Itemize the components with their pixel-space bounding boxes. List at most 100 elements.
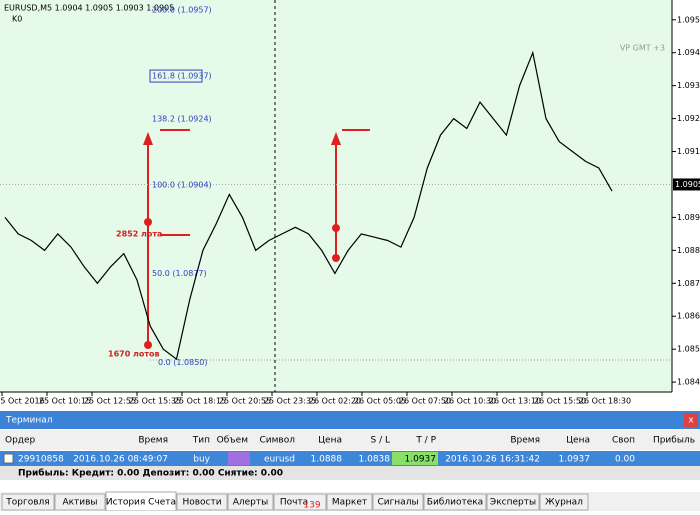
current-price: 1.0905 <box>675 180 700 189</box>
fib-label: 100.0 (1.0904) <box>152 180 212 189</box>
tab[interactable] <box>423 493 487 511</box>
column-header[interactable]: Объем <box>217 436 248 446</box>
volume-cell <box>228 452 250 465</box>
selected-row[interactable] <box>0 451 700 466</box>
y-tick-label: 1.0915 <box>677 147 700 156</box>
cell: 2016.10.26 16:31:42 <box>445 455 540 465</box>
fib-box <box>149 69 203 83</box>
column-header[interactable]: Время <box>510 436 540 446</box>
y-tick-label: 1.0855 <box>677 345 700 354</box>
tab[interactable] <box>326 493 373 511</box>
vp-label: VP GMT +3 <box>620 44 665 53</box>
annotation: 1670 лотов <box>108 350 160 359</box>
tab[interactable] <box>227 493 274 511</box>
summary-row <box>0 466 700 480</box>
tab[interactable] <box>486 493 540 511</box>
tab-label[interactable]: Библиотека <box>427 498 483 508</box>
cell: 0.00 <box>615 455 635 465</box>
annotation: 2852 лота <box>116 230 162 239</box>
tab[interactable] <box>54 493 106 511</box>
x-tick-label: 25 Oct 12:55 <box>84 397 136 406</box>
mail-count: 139 <box>303 501 320 511</box>
price-axis <box>672 0 700 410</box>
tab[interactable] <box>372 493 424 511</box>
x-tick-label: 26 Oct 13:10 <box>489 397 541 406</box>
y-tick-label: 1.0925 <box>677 114 700 123</box>
tab-label[interactable]: История Счета <box>106 498 176 508</box>
tab-label[interactable]: Алерты <box>233 498 269 508</box>
tab-label[interactable]: Маркет <box>332 498 367 508</box>
fib-label: 161.8 (1.0937) <box>152 72 212 81</box>
x-tick-label: 26 Oct 02:20 <box>309 397 361 406</box>
y-tick-label: 1.0955 <box>677 15 700 24</box>
marker <box>144 341 152 349</box>
tab-label[interactable]: Эксперты <box>490 498 536 508</box>
marker <box>144 218 152 226</box>
table-header <box>0 430 700 450</box>
arrow-head <box>143 132 153 145</box>
y-tick-label: 1.0945 <box>677 48 700 57</box>
arrow-head <box>331 132 341 145</box>
column-header[interactable]: Своп <box>612 436 635 446</box>
tab[interactable] <box>273 493 327 511</box>
price-line <box>4 50 613 361</box>
y-tick-label: 1.0895 <box>677 213 700 222</box>
cell: 1.0838 <box>359 455 391 465</box>
column-header[interactable]: Тип <box>192 436 210 446</box>
time-axis <box>0 392 672 410</box>
table-empty <box>0 480 700 492</box>
x-tick-label: 25 Oct 20:55 <box>219 397 271 406</box>
row-icon <box>3 453 14 464</box>
cell: buy <box>193 455 210 465</box>
cell: 29910858 <box>18 455 64 465</box>
fib-label: 0.0 (1.0850) <box>158 358 208 367</box>
close-icon[interactable]: x <box>688 416 694 426</box>
column-header[interactable]: S / L <box>371 436 390 446</box>
terminal-title-bar <box>0 411 700 429</box>
tab-label[interactable]: Журнал <box>545 498 583 508</box>
fib-label: 50.0 (1.0877) <box>152 269 207 278</box>
tab-label[interactable]: Новости <box>182 498 221 508</box>
column-header[interactable]: Прибыль <box>653 436 695 446</box>
column-header[interactable]: Цена <box>318 436 342 446</box>
y-tick-label: 1.0875 <box>677 279 700 288</box>
cell: 1.0937 <box>559 455 591 465</box>
y-tick-label: 1.0845 <box>677 378 700 387</box>
symbol-info: EURUSD,M5 1.0904 1.0905 1.0903 1.0905 <box>4 4 174 13</box>
x-tick-label: 26 Oct 18:30 <box>579 397 631 406</box>
close-button[interactable] <box>684 413 698 427</box>
x-tick-label: 25 Oct 18:15 <box>174 397 226 406</box>
fib-label: 200.0 (1.0957) <box>152 6 212 15</box>
column-header[interactable]: Время <box>138 436 168 446</box>
x-tick-label: 25 Oct 2016 <box>0 397 45 406</box>
y-tick-label: 1.0935 <box>677 81 700 90</box>
cell: 2016.10.26 08:49:07 <box>73 455 168 465</box>
cell: 1.0888 <box>311 455 343 465</box>
tab-label[interactable]: Торговля <box>5 498 49 508</box>
y-tick-label: 1.0885 <box>677 246 700 255</box>
column-header[interactable]: Символ <box>260 436 296 446</box>
tp-cell <box>392 452 438 465</box>
tab-label[interactable]: Сигналы <box>377 498 418 508</box>
cell: eurusd <box>264 455 295 465</box>
tab-label[interactable]: Почта <box>280 498 308 508</box>
x-tick-label: 26 Oct 15:50 <box>534 397 586 406</box>
current-price-box <box>673 178 700 191</box>
summary: Прибыль: Кредит: 0.00 Депозит: 0.00 Снят… <box>18 468 283 479</box>
fib-label: 138.2 (1.0924) <box>152 114 212 123</box>
cell: 1.0937 <box>405 455 437 465</box>
x-tick-label: 25 Oct 23:35 <box>264 397 316 406</box>
indicator: K0 <box>12 15 22 24</box>
marker <box>332 224 340 232</box>
tab[interactable] <box>539 493 589 511</box>
column-header[interactable]: Ордер <box>5 436 36 446</box>
marker <box>332 254 340 262</box>
tab[interactable] <box>1 493 55 511</box>
tab-label[interactable]: Активы <box>62 498 97 508</box>
column-header[interactable]: Цена <box>566 436 590 446</box>
x-tick-label: 26 Oct 07:50 <box>399 397 451 406</box>
tab[interactable] <box>176 493 228 511</box>
x-tick-label: 25 Oct 15:35 <box>129 397 181 406</box>
column-header[interactable]: T / P <box>415 436 436 446</box>
